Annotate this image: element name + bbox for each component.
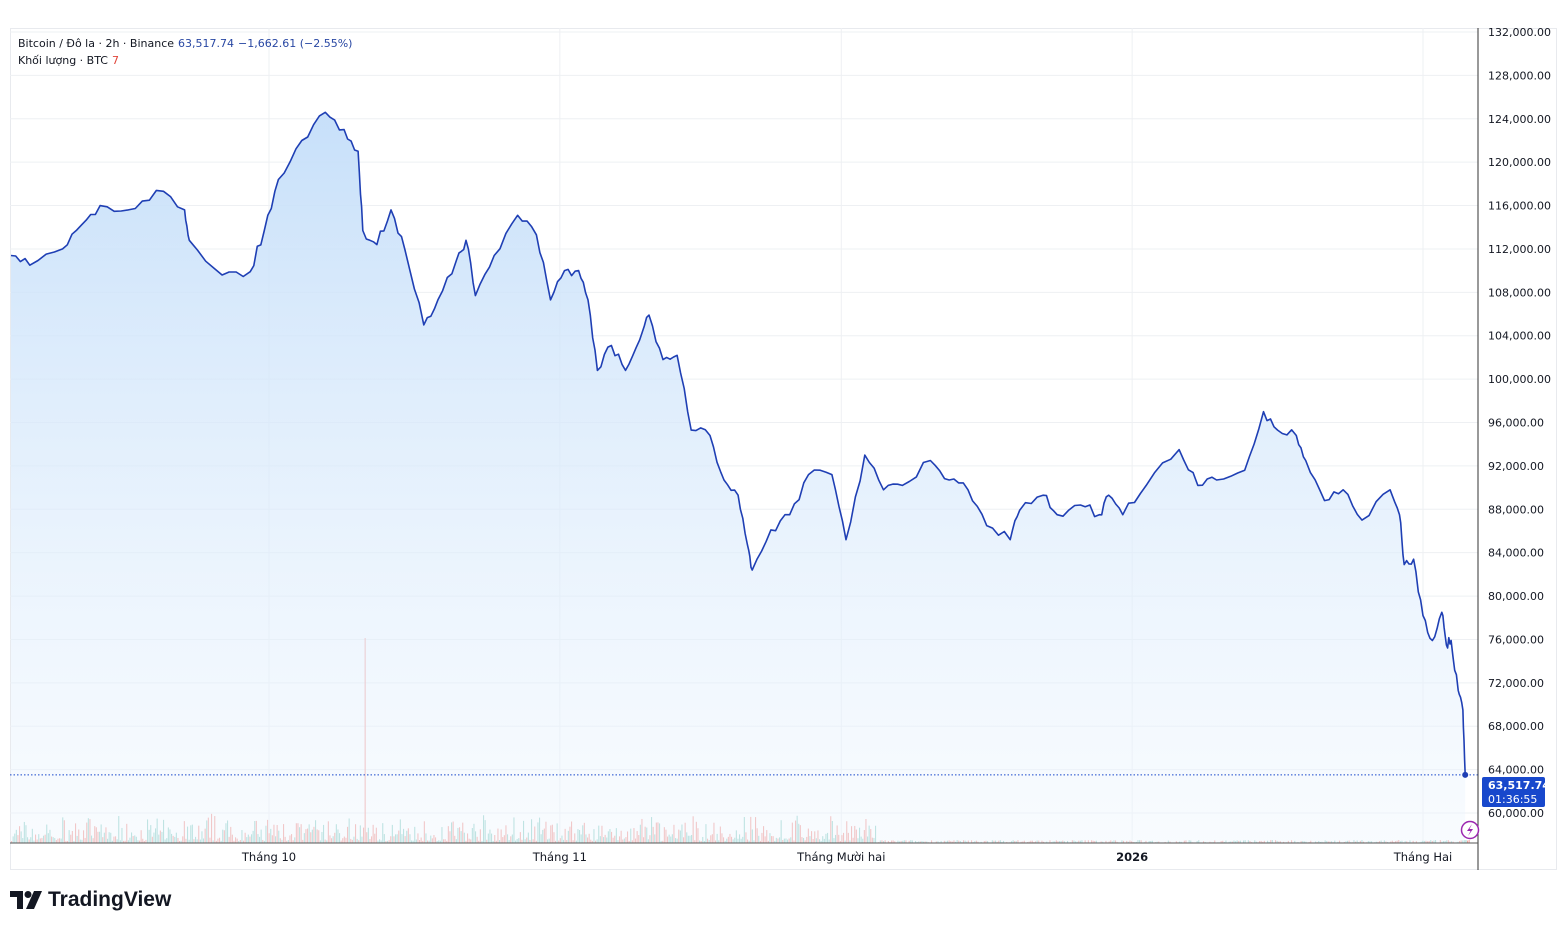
symbol-title[interactable]: Bitcoin / Đô la · 2h · Binance xyxy=(18,37,175,50)
price-tick-label: 84,000.00 xyxy=(1488,547,1544,560)
volume-bar xyxy=(1467,840,1469,843)
price-tick-label: 124,000.00 xyxy=(1488,113,1551,126)
price-tick-label: 76,000.00 xyxy=(1488,633,1544,646)
price-tick-label: 104,000.00 xyxy=(1488,330,1551,343)
chart-legend: Bitcoin / Đô la · 2h · Binance 63,517.74−… xyxy=(18,35,352,69)
price-change: −1,662.61 (−2.55%) xyxy=(238,37,353,50)
price-tick-label: 96,000.00 xyxy=(1488,417,1544,430)
chart-frame xyxy=(10,28,1557,870)
time-tick-label: Tháng Mười hai xyxy=(796,850,885,864)
time-tick-label: Tháng 10 xyxy=(241,850,296,864)
time-axis[interactable]: Tháng 10 Tháng 11 Tháng Mười hai 2026 Tháng … xyxy=(241,850,1452,864)
last-price-dot xyxy=(1462,771,1469,778)
lightning-icon[interactable] xyxy=(1460,820,1480,840)
time-tick-label: Tháng 11 xyxy=(532,850,587,864)
tradingview-logo-icon xyxy=(10,891,42,909)
price-tick-label: 120,000.00 xyxy=(1488,156,1551,169)
time-tick-label: 2026 xyxy=(1116,850,1148,864)
price-tick-label: 128,000.00 xyxy=(1488,69,1551,82)
volume-row: Khối lượng · BTC 7 xyxy=(18,52,352,69)
price-tick-label: 132,000.00 xyxy=(1488,26,1551,39)
volume-value: 7 xyxy=(111,54,119,67)
time-tick-label: Tháng Hai xyxy=(1393,850,1453,864)
price-tick-label: 112,000.00 xyxy=(1488,243,1551,256)
brand-name: TradingView xyxy=(48,888,172,911)
price-area-fill xyxy=(10,112,1466,844)
price-tick-label: 108,000.00 xyxy=(1488,286,1551,299)
last-price-label: 63,517.74 01:36:55 xyxy=(1482,777,1550,807)
bar-countdown: 01:36:55 xyxy=(1488,793,1537,806)
price-tick-label: 72,000.00 xyxy=(1488,677,1544,690)
price-tick-label: 92,000.00 xyxy=(1488,460,1544,473)
price-line xyxy=(10,111,1466,775)
price-tick-label: 88,000.00 xyxy=(1488,503,1544,516)
price-axis[interactable]: 132,000.00 128,000.00 124,000.00 120,000.00… xyxy=(1488,26,1551,820)
price-tick-label: 60,000.00 xyxy=(1488,807,1544,820)
price-tick-label: 68,000.00 xyxy=(1488,720,1544,733)
volume-bar xyxy=(1468,840,1470,843)
volume-title[interactable]: Khối lượng · BTC xyxy=(18,54,108,67)
symbol-row: Bitcoin / Đô la · 2h · Binance 63,517.74−… xyxy=(18,35,352,52)
price-tick-label: 64,000.00 xyxy=(1488,764,1544,777)
volume-bar xyxy=(1465,840,1467,843)
last-price-value: 63,517.74 xyxy=(1488,779,1550,792)
last-price: 63,517.74 xyxy=(178,37,235,50)
tradingview-logo[interactable]: TradingView xyxy=(10,888,171,912)
price-tick-label: 100,000.00 xyxy=(1488,373,1551,386)
price-tick-label: 116,000.00 xyxy=(1488,200,1551,213)
price-tick-label: 80,000.00 xyxy=(1488,590,1544,603)
